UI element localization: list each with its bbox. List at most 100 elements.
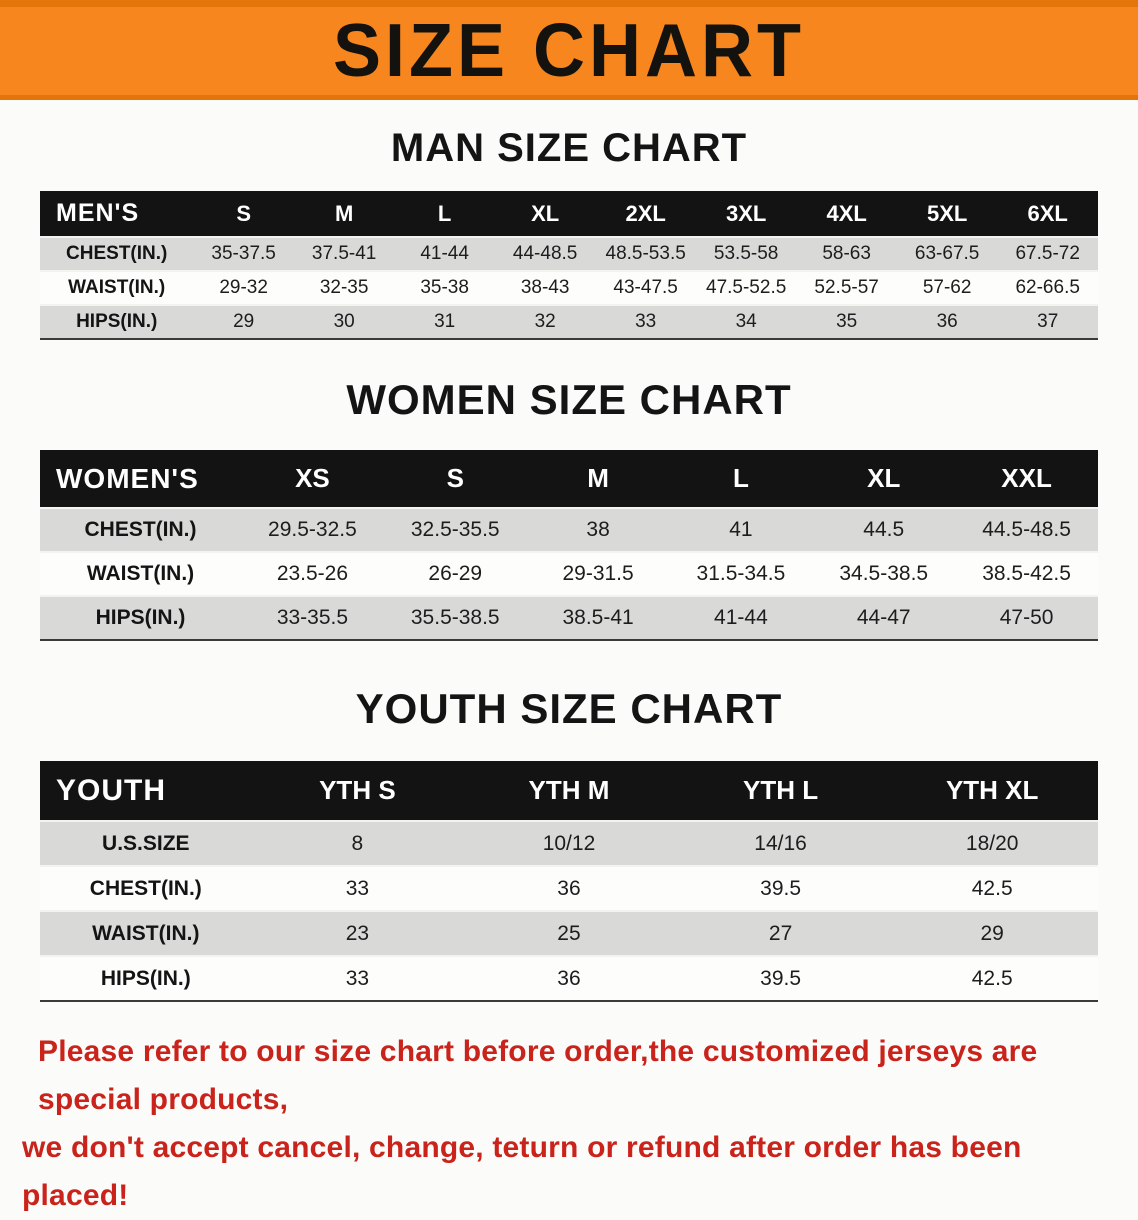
disclaimer-line-2: we don't accept cancel, change, teturn o… [22,1131,1022,1212]
size-value: 23.5-26 [241,551,384,596]
size-column-header: 6XL [997,191,1098,237]
table-title-cell: WOMEN'S [40,450,242,508]
size-value: 48.5-53.5 [595,236,696,271]
row-label: CHEST(IN.) [40,507,242,552]
size-column-header: YTH L [674,761,887,821]
men-section-heading: MAN SIZE CHART [390,126,748,170]
measurement-row: U.S.SIZE 8 10/12 14/16 18/20 [40,820,1098,866]
men-size-table: MEN'S S M L XL 2XL 3XL 4XL 5XL 6XL CHEST(IN.) 35-37… [40,191,1098,340]
size-value: 41-44 [669,595,813,640]
section-men: MAN SIZE CHART MEN'S S M L XL 2XL 3XL 4XL 5XL 6XL… [0,126,1138,340]
size-column-header: XXL [955,450,1098,508]
row-label: HIPS(IN.) [40,595,242,640]
size-value: 39.5 [674,955,887,1001]
table-header-row: MEN'S S M L XL 2XL 3XL 4XL 5XL 6XL [40,191,1098,237]
size-value: 41 [669,507,813,552]
size-value: 25 [463,910,675,956]
size-value: 63-67.5 [896,236,998,271]
size-value: 31 [394,304,495,339]
size-column-header: L [669,450,813,508]
size-value: 35 [796,304,897,339]
size-value: 39.5 [674,865,887,911]
size-value: 35-37.5 [193,236,294,271]
size-value: 33 [251,955,464,1001]
size-column-header: 2XL [595,191,696,237]
table-header-row: WOMEN'S XS S M L XL XXL [40,450,1098,508]
size-value: 44.5-48.5 [955,507,1098,552]
size-value: 44-48.5 [494,236,596,271]
table-title-cell: MEN'S [40,191,194,237]
size-column-header: YTH S [251,761,464,821]
size-column-header: L [394,191,495,237]
size-value: 36 [463,865,675,911]
row-label: WAIST(IN.) [40,910,252,956]
table-header-row: YOUTH YTH S YTH M YTH L YTH XL [40,761,1098,821]
size-value: 34.5-38.5 [812,551,956,596]
size-value: 29 [886,910,1098,956]
size-value: 31.5-34.5 [669,551,813,596]
size-column-header: M [293,191,395,237]
size-value: 58-63 [796,236,897,271]
size-value: 36 [896,304,998,339]
size-value: 47-50 [955,595,1098,640]
size-value: 36 [463,955,675,1001]
size-column-header: XS [241,450,384,508]
size-value: 33 [595,304,696,339]
row-label: HIPS(IN.) [40,304,194,339]
size-value: 29 [193,304,294,339]
youth-section-heading: YOUTH SIZE CHART [355,685,783,732]
size-value: 47.5-52.5 [695,270,797,305]
size-value: 32.5-35.5 [383,507,527,552]
size-value: 35.5-38.5 [383,595,527,640]
row-label: CHEST(IN.) [40,236,194,271]
size-value: 62-66.5 [997,270,1098,305]
measurement-row: WAIST(IN.) 23.5-26 26-29 29-31.5 31.5-34.5 34… [40,551,1098,596]
size-value: 52.5-57 [796,270,897,305]
size-value: 67.5-72 [997,236,1098,271]
size-column-header: 3XL [695,191,797,237]
size-value: 57-62 [896,270,998,305]
row-label: WAIST(IN.) [40,270,194,305]
size-value: 35-38 [394,270,495,305]
size-value: 26-29 [383,551,527,596]
size-value: 38.5-42.5 [955,551,1098,596]
women-section-heading: WOMEN SIZE CHART [346,376,792,423]
size-column-header: YTH M [463,761,675,821]
size-value: 43-47.5 [595,270,696,305]
banner-title: SIZE CHART [333,9,805,94]
size-column-header: S [383,450,527,508]
size-value: 30 [293,304,395,339]
size-value: 18/20 [886,820,1098,866]
women-size-table: WOMEN'S XS S M L XL XXL CHEST(IN.) 29.5-32.5 32.5… [40,450,1098,641]
size-value: 37 [997,304,1098,339]
size-value: 33 [251,865,464,911]
size-value: 44-47 [812,595,956,640]
size-column-header: M [526,450,670,508]
size-column-header: XL [494,191,596,237]
size-value: 10/12 [463,820,675,866]
size-value: 33-35.5 [241,595,384,640]
size-value: 38.5-41 [526,595,670,640]
size-value: 34 [695,304,797,339]
size-value: 53.5-58 [695,236,797,271]
size-value: 27 [674,910,887,956]
size-value: 41-44 [394,236,495,271]
size-value: 29.5-32.5 [241,507,384,552]
measurement-row: CHEST(IN.) 29.5-32.5 32.5-35.5 38 41 44.5 44.5… [40,507,1098,552]
size-value: 29-31.5 [526,551,670,596]
row-label: WAIST(IN.) [40,551,242,596]
measurement-row: WAIST(IN.) 29-32 32-35 35-38 38-43 43-47.5 47.… [40,270,1098,305]
row-label: CHEST(IN.) [40,865,252,911]
measurement-row: CHEST(IN.) 35-37.5 37.5-41 41-44 44-48.5 48.5… [40,236,1098,271]
measurement-row: WAIST(IN.) 23 25 27 29 [40,910,1098,956]
size-value: 37.5-41 [293,236,395,271]
size-column-header: S [193,191,294,237]
size-value: 23 [251,910,464,956]
table-title-cell: YOUTH [40,761,252,821]
size-value: 32-35 [293,270,395,305]
row-label: U.S.SIZE [40,820,252,866]
size-value: 42.5 [886,865,1098,911]
size-chart-banner: SIZE CHART [0,0,1138,100]
disclaimer-line-1: Please refer to our size chart before or… [38,1035,1038,1116]
size-column-header: XL [812,450,956,508]
